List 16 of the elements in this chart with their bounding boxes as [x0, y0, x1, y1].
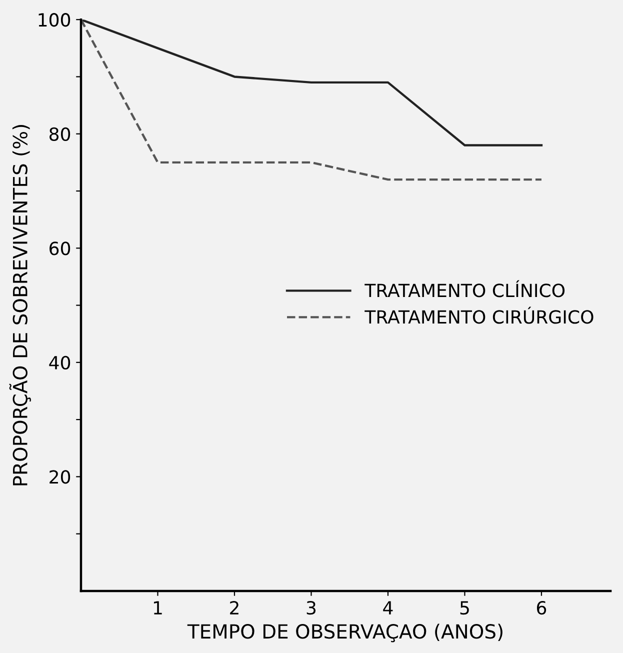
- y-tick-label: 100: [38, 13, 70, 27]
- x-tick-label: 5: [460, 601, 469, 615]
- x-tick-label: 3: [306, 601, 316, 615]
- y-tick-label: 40: [49, 356, 70, 370]
- legend-label: TRATAMENTO CIRÚRGICO: [364, 306, 594, 324]
- x-tick-label: 1: [154, 601, 162, 614]
- y-tick-label: 20: [50, 470, 70, 484]
- y-tick-label: 80: [50, 127, 70, 141]
- legend-label: TRATAMENTO CLÍNICO: [364, 280, 565, 298]
- x-axis-title: TEMPO DE OBSERVAÇAO (ANOS): [187, 624, 502, 642]
- line-series: [80, 20, 543, 146]
- y-axis-title: PROPORÇÃO DE SOBREVIVENTES (%): [9, 125, 31, 486]
- x-tick-label: 4: [383, 601, 393, 614]
- x-tick-label: 2: [230, 601, 238, 614]
- x-tick-label: 6: [536, 601, 546, 615]
- y-tick-label: 60: [50, 242, 70, 256]
